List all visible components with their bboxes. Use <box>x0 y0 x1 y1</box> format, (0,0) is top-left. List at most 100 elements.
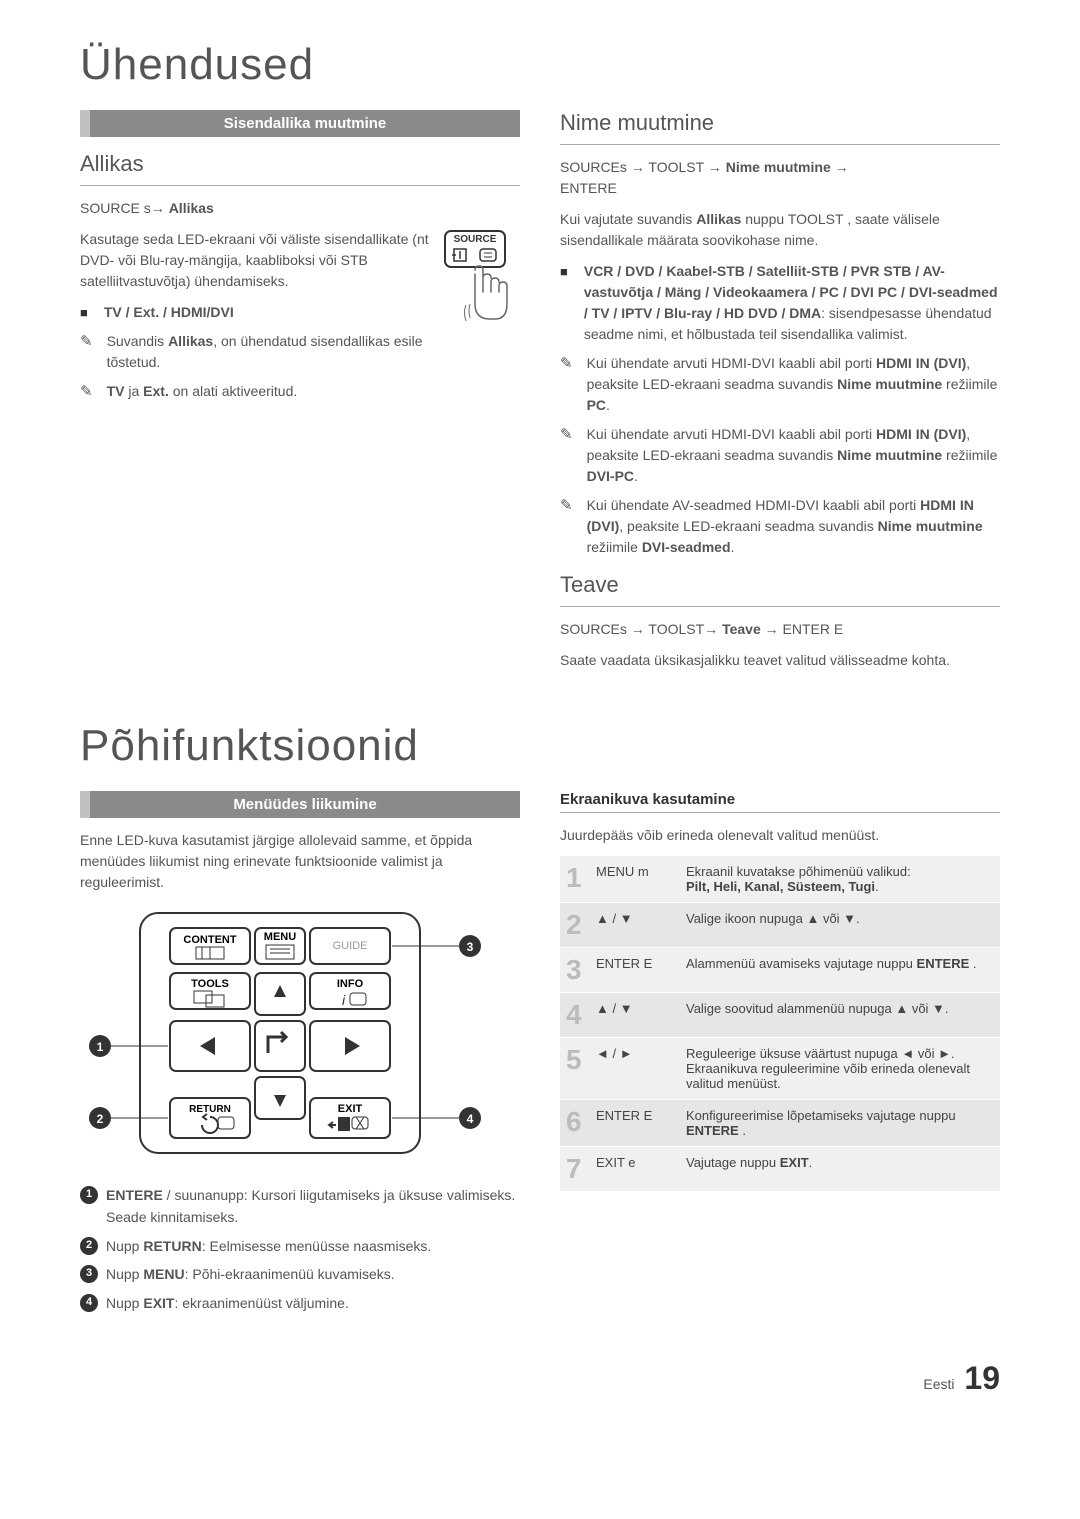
l1-bold: ENTERE <box>106 1187 163 1203</box>
l1-text: / suunanupp: Kursori liigutamiseks ja ük… <box>106 1187 515 1225</box>
l2-text: : Eelmisesse menüüsse naasmiseks. <box>202 1238 432 1254</box>
path-text: SOURCE s→ <box>80 200 169 216</box>
rn3-pre: Kui ühendate AV-seadmed HDMI-DVI kaabli … <box>587 497 921 513</box>
rn2-pre: Kui ühendate arvuti HDMI-DVI kaabli abil… <box>587 426 876 442</box>
legend-1: 1 ENTERE / suunanupp: Kursori liigutamis… <box>80 1184 520 1229</box>
table-row: 1MENU mEkraanil kuvatakse põhimenüü vali… <box>560 856 1000 903</box>
table-row: 4▲ / ▼Valige soovitud alammenüü nupuga ▲… <box>560 993 1000 1038</box>
step-number: 2 <box>560 903 590 948</box>
underline-allikas <box>80 185 520 186</box>
path-nime: SOURCEs → TOOLST → Nime muutmine → ENTER… <box>560 157 1000 199</box>
rn3-b2: Nime muutmine <box>878 518 983 534</box>
source-label-text: SOURCE <box>454 234 497 245</box>
step-key: ▲ / ▼ <box>590 903 680 948</box>
l3-bold: MENU <box>143 1266 184 1282</box>
legend-text-1: ENTERE / suunanupp: Kursori liigutamisek… <box>106 1184 520 1229</box>
legend-num-2: 2 <box>80 1237 98 1255</box>
rn2-m2: režiimile <box>942 447 997 463</box>
header-menuudes: Menüüdes liikumine <box>80 791 520 818</box>
legend-num-1: 1 <box>80 1186 98 1204</box>
svg-text:1: 1 <box>97 1040 104 1054</box>
svg-text:3: 3 <box>467 940 474 954</box>
step-number: 5 <box>560 1038 590 1100</box>
rn2-b1: HDMI IN (DVI) <box>876 426 966 442</box>
step-key: ENTER E <box>590 948 680 993</box>
n2-b1: TV <box>107 383 125 399</box>
step-number: 7 <box>560 1147 590 1192</box>
step-key: ENTER E <box>590 1100 680 1147</box>
rn1-b2: Nime muutmine <box>837 376 942 392</box>
page-title-pohifunktsioonid: Põhifunktsioonid <box>80 721 1000 771</box>
l4-text: : ekraanimenüüst väljumine. <box>174 1295 348 1311</box>
btn-exit: EXIT <box>338 1103 363 1115</box>
btn-info: INFO <box>337 978 364 990</box>
legend-num-4: 4 <box>80 1294 98 1312</box>
step-key: EXIT e <box>590 1147 680 1192</box>
step-number: 6 <box>560 1100 590 1147</box>
l2-bold: RETURN <box>143 1238 201 1254</box>
step-key: MENU m <box>590 856 680 903</box>
table-row: 3ENTER EAlammenüü avamiseks vajutage nup… <box>560 948 1000 993</box>
note-nime-1-text: Kui ühendate arvuti HDMI-DVI kaabli abil… <box>587 353 1000 416</box>
table-row: 5◄ / ►Reguleerige üksuse väärtust nupuga… <box>560 1038 1000 1100</box>
step-number: 4 <box>560 993 590 1038</box>
legend-list: 1 ENTERE / suunanupp: Kursori liigutamis… <box>80 1184 520 1314</box>
rn2-end: . <box>634 468 638 484</box>
step-desc: Alammenüü avamiseks vajutage nuppu ENTER… <box>680 948 1000 993</box>
note-text-1: Suvandis Allikas, on ühendatud sisendall… <box>107 331 430 373</box>
p1a: SOURCEs <box>560 159 627 175</box>
remote-figure: CONTENT MENU GUIDE <box>80 903 440 1168</box>
path-source-allikas: SOURCE s→ Allikas <box>80 198 520 219</box>
l4-bold: EXIT <box>143 1295 174 1311</box>
svg-text:4: 4 <box>467 1112 474 1126</box>
underline-ekraanikuva <box>560 812 1000 813</box>
table-row: 7EXIT eVajutage nuppu EXIT. <box>560 1147 1000 1192</box>
source-button-svg: SOURCE <box>440 229 520 359</box>
svg-text:2: 2 <box>97 1112 104 1126</box>
legend-num-3: 3 <box>80 1265 98 1283</box>
n2-mid: ja <box>124 383 143 399</box>
body-nime-1: Kui vajutate suvandis Allikas nuppu TOOL… <box>560 209 1000 251</box>
b1-bold: Allikas <box>696 211 741 227</box>
rn1-end: . <box>606 397 610 413</box>
rn3-m2: režiimile <box>587 539 642 555</box>
remote-svg: CONTENT MENU GUIDE <box>80 903 500 1163</box>
subheading-nime: Nime muutmine <box>560 110 1000 136</box>
b1-pre: Kui vajutate suvandis <box>560 211 696 227</box>
note-text-2: TV ja Ext. on alati aktiveeritud. <box>107 381 298 402</box>
bullet-square-icon <box>80 302 94 323</box>
table-row: 2▲ / ▼Valige ikoon nupuga ▲ või ▼. <box>560 903 1000 948</box>
table-row: 6ENTER EKonfigureerimise lõpetamiseks va… <box>560 1100 1000 1147</box>
legend-text-4: Nupp EXIT: ekraanimenüüst väljumine. <box>106 1292 349 1314</box>
note-allikas-1: Suvandis Allikas, on ühendatud sisendall… <box>80 331 430 373</box>
note-icon <box>80 381 97 404</box>
n1-pre: Suvandis <box>107 333 168 349</box>
note-nime-3: Kui ühendate AV-seadmed HDMI-DVI kaabli … <box>560 495 1000 558</box>
rn3-end: . <box>731 539 735 555</box>
note-icon <box>560 424 577 447</box>
page-title-uhendused: Ühendused <box>80 40 1000 90</box>
note-nime-3-text: Kui ühendate AV-seadmed HDMI-DVI kaabli … <box>587 495 1000 558</box>
source-figure: SOURCE <box>440 229 520 364</box>
legend-4: 4 Nupp EXIT: ekraanimenüüst väljumine. <box>80 1292 520 1314</box>
l3-text: : Põhi-ekraanimenüü kuvamiseks. <box>185 1266 395 1282</box>
step-number: 3 <box>560 948 590 993</box>
rn2-b3: DVI-PC <box>587 468 634 484</box>
p1d: ENTERE <box>560 180 617 196</box>
btn-content: CONTENT <box>183 934 236 946</box>
rn1-b1: HDMI IN (DVI) <box>876 355 966 371</box>
step-key: ◄ / ► <box>590 1038 680 1100</box>
btn-tools: TOOLS <box>191 978 229 990</box>
legend-3: 3 Nupp MENU: Põhi-ekraanimenüü kuvamisek… <box>80 1263 520 1285</box>
step-desc: Valige ikoon nupuga ▲ või ▼. <box>680 903 1000 948</box>
subheading-allikas: Allikas <box>80 151 520 177</box>
step-number: 1 <box>560 856 590 903</box>
footer-page: 19 <box>964 1360 1000 1396</box>
btn-guide: GUIDE <box>333 940 368 952</box>
note-nime-1: Kui ühendate arvuti HDMI-DVI kaabli abil… <box>560 353 1000 416</box>
intro-menuudes: Enne LED-kuva kasutamist järgige allolev… <box>80 830 520 893</box>
btn-menu: MENU <box>264 931 296 943</box>
rn3-m: , peaksite LED-ekraani seadma suvandis <box>619 518 877 534</box>
heading-ekraanikuva: Ekraanikuva kasutamine <box>560 791 1000 808</box>
col-left-bottom: Menüüdes liikumine Enne LED-kuva kasutam… <box>80 791 520 1320</box>
